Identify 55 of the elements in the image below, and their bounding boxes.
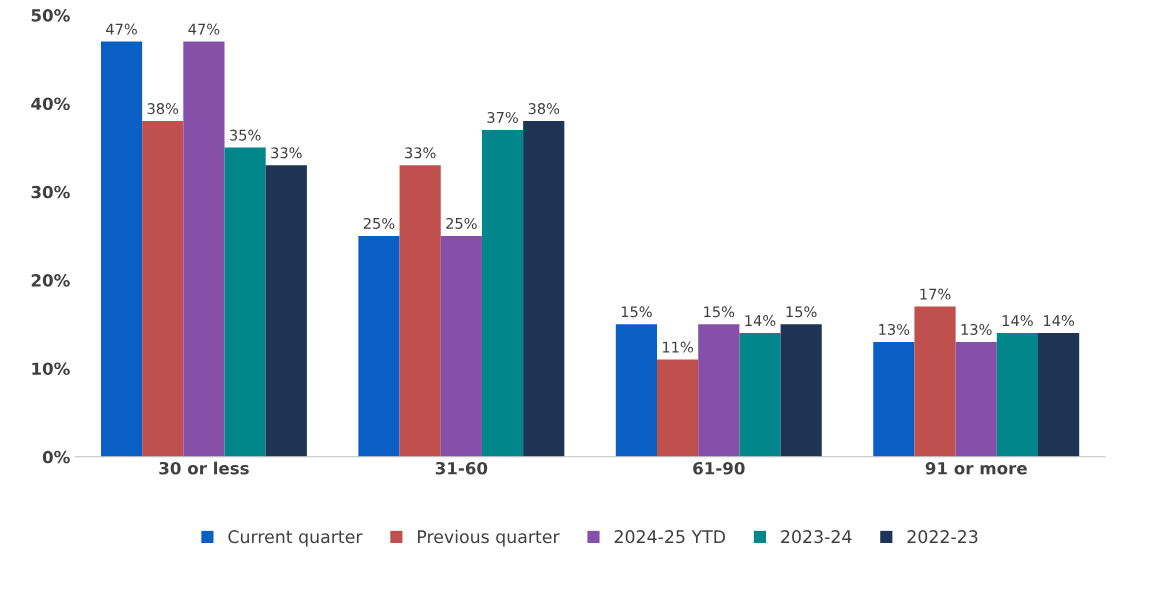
bar — [523, 121, 565, 457]
bar — [1038, 333, 1080, 457]
data-label: 14% — [745, 315, 776, 327]
y-tick-label: 40% — [31, 97, 70, 111]
data-label: 13% — [879, 323, 910, 335]
data-label: 25% — [363, 217, 395, 229]
legend-label: 2024-25 YTD — [614, 530, 726, 544]
bar — [183, 41, 225, 457]
x-tick-label: 61-90 — [693, 461, 745, 475]
bar — [142, 121, 184, 457]
bar — [481, 129, 524, 457]
bar — [996, 333, 1038, 457]
legend-label: Previous quarter — [418, 529, 560, 547]
bar — [224, 147, 266, 457]
data-label: 38% — [147, 103, 179, 115]
data-label: 37% — [487, 111, 518, 123]
data-label: 14% — [1043, 315, 1074, 327]
bar — [780, 324, 822, 457]
data-label: 13% — [961, 323, 992, 335]
bar — [698, 324, 740, 457]
data-label: 47% — [188, 23, 220, 35]
data-label: 33% — [405, 147, 436, 159]
y-tick-label: 30% — [31, 185, 70, 199]
bar — [399, 165, 441, 457]
data-label: 11% — [662, 341, 693, 353]
bar — [657, 359, 699, 457]
data-label: 35% — [230, 129, 261, 141]
bar — [873, 341, 915, 457]
bar — [100, 41, 143, 457]
data-label: 15% — [786, 306, 817, 318]
bar — [265, 165, 307, 457]
data-label: 15% — [704, 306, 735, 318]
data-label: 25% — [446, 217, 477, 229]
bar — [440, 235, 482, 457]
bar — [955, 341, 997, 457]
x-tick-label: 31-60 — [435, 461, 488, 475]
legend-label: Current quarter — [228, 530, 363, 547]
data-label: 17% — [920, 288, 951, 300]
data-label: 14% — [1002, 315, 1033, 327]
y-tick-label: 10% — [32, 362, 70, 376]
legend-label: 2022-23 — [907, 530, 978, 544]
x-tick-label: 30 or less — [159, 461, 249, 475]
y-tick-label: 20% — [31, 274, 70, 287]
legend-label: 2023-24 — [781, 530, 852, 544]
bar — [739, 333, 781, 457]
y-tick-label: 0% — [42, 450, 70, 464]
data-label: 38% — [528, 103, 560, 115]
data-label: 47% — [106, 23, 137, 35]
data-label: 15% — [621, 306, 652, 318]
data-label: 33% — [271, 147, 302, 159]
x-tick-label: 91 or more — [925, 461, 1027, 475]
bar — [615, 324, 657, 457]
bar — [358, 235, 400, 457]
y-tick-label: 50% — [31, 9, 70, 22]
bar — [914, 306, 956, 457]
